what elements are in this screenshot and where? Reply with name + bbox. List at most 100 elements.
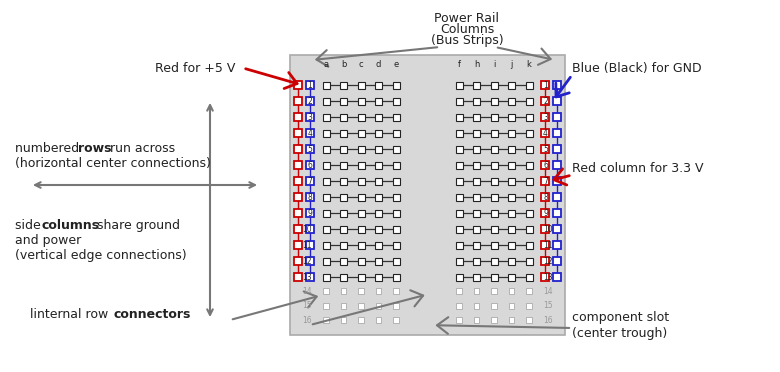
Bar — [392, 257, 399, 264]
Text: 16: 16 — [303, 316, 312, 325]
Text: 9: 9 — [543, 208, 548, 218]
Bar — [456, 225, 463, 232]
Bar — [392, 113, 399, 121]
Bar — [341, 317, 346, 323]
Bar — [508, 161, 515, 169]
Bar — [491, 273, 498, 280]
Bar — [294, 145, 302, 153]
Text: e: e — [393, 60, 399, 69]
Bar — [473, 225, 480, 232]
Bar — [322, 145, 329, 153]
Text: numbered: numbered — [15, 141, 83, 154]
Bar — [340, 225, 347, 232]
Bar — [509, 303, 515, 309]
Text: 11: 11 — [303, 241, 312, 250]
Bar — [307, 145, 314, 153]
Bar — [294, 273, 302, 281]
Bar — [392, 81, 399, 89]
Text: 6: 6 — [307, 160, 312, 170]
Bar — [392, 209, 399, 217]
Bar — [392, 145, 399, 153]
Text: 8: 8 — [307, 192, 312, 202]
Bar — [340, 209, 347, 217]
Bar — [340, 97, 347, 105]
Bar — [491, 81, 498, 89]
Bar — [322, 97, 329, 105]
Bar — [509, 317, 515, 323]
Bar — [357, 225, 364, 232]
Bar — [526, 288, 532, 294]
Bar — [541, 81, 549, 89]
Bar — [393, 317, 399, 323]
Bar — [473, 113, 480, 121]
Bar — [473, 177, 480, 185]
Bar — [526, 257, 533, 264]
Bar — [491, 177, 498, 185]
Bar — [307, 129, 314, 137]
Text: 4: 4 — [543, 128, 548, 138]
Bar — [375, 225, 382, 232]
Text: 7: 7 — [543, 176, 548, 186]
FancyBboxPatch shape — [290, 55, 565, 335]
Bar — [541, 257, 549, 265]
Bar — [526, 317, 532, 323]
Bar — [340, 193, 347, 201]
Text: run across: run across — [106, 141, 176, 154]
Bar — [341, 288, 346, 294]
Text: side: side — [15, 218, 44, 231]
Bar — [322, 193, 329, 201]
Text: and power: and power — [15, 234, 81, 247]
Bar — [508, 257, 515, 264]
Text: b: b — [341, 60, 346, 69]
Text: Power Rail: Power Rail — [434, 12, 499, 25]
Bar — [553, 97, 561, 105]
Bar — [322, 129, 329, 137]
Bar — [491, 113, 498, 121]
Text: share ground: share ground — [93, 218, 180, 231]
Bar — [340, 145, 347, 153]
Bar — [341, 303, 346, 309]
Bar — [541, 225, 549, 233]
Bar — [553, 161, 561, 169]
Bar — [392, 177, 399, 185]
Bar — [322, 273, 329, 280]
Text: 15: 15 — [303, 301, 312, 310]
Bar — [473, 241, 480, 248]
Bar — [553, 273, 561, 281]
Bar — [456, 241, 463, 248]
Bar — [473, 303, 480, 309]
Bar — [307, 81, 314, 89]
Bar — [526, 177, 533, 185]
Text: 10: 10 — [543, 224, 552, 234]
Bar — [357, 241, 364, 248]
Bar — [508, 81, 515, 89]
Bar — [357, 97, 364, 105]
Bar — [508, 225, 515, 232]
Bar — [307, 257, 314, 265]
Bar — [491, 161, 498, 169]
Bar — [357, 129, 364, 137]
Bar — [526, 113, 533, 121]
Text: 1: 1 — [543, 80, 548, 90]
Bar — [491, 129, 498, 137]
Bar — [375, 193, 382, 201]
Bar — [491, 288, 497, 294]
Text: rows: rows — [78, 141, 112, 154]
Text: 14: 14 — [303, 287, 312, 296]
Bar — [456, 257, 463, 264]
Bar — [375, 288, 381, 294]
Bar — [473, 288, 480, 294]
Bar — [375, 97, 382, 105]
Text: (Bus Strips): (Bus Strips) — [431, 34, 503, 47]
Bar — [358, 317, 364, 323]
Text: (horizontal center connections): (horizontal center connections) — [15, 157, 211, 170]
Bar — [323, 303, 329, 309]
Bar — [307, 241, 314, 249]
Bar — [508, 145, 515, 153]
Bar — [541, 177, 549, 185]
Bar — [456, 303, 462, 309]
Bar — [508, 129, 515, 137]
Bar — [553, 193, 561, 201]
Bar — [473, 81, 480, 89]
Bar — [456, 317, 462, 323]
